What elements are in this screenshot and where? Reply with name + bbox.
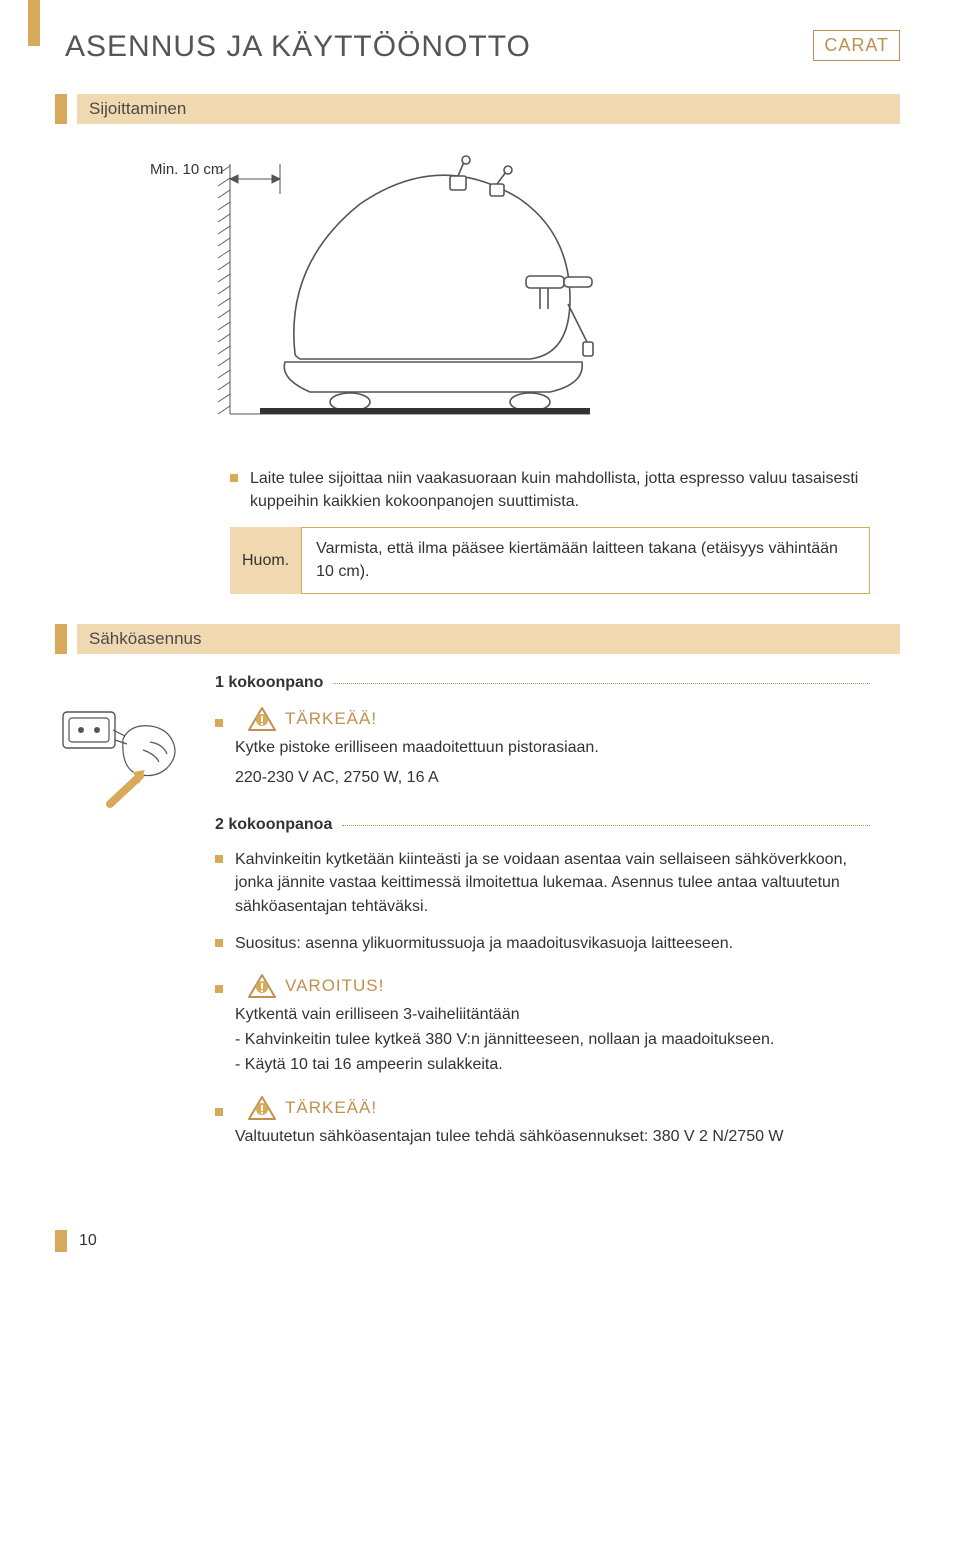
- sub1-heading: 1 kokoonpano: [215, 674, 323, 692]
- warn2-line1: Valtuutetun sähköasentajan tulee tehdä s…: [235, 1125, 870, 1150]
- bullet-icon: [215, 1108, 223, 1116]
- page-number: 10: [55, 1230, 900, 1252]
- page-header: ASENNUS JA KÄYTTÖÖNOTTO CARAT: [0, 30, 900, 64]
- warning-label: VAROITUS!: [285, 976, 384, 996]
- section-title: Sijoittaminen: [77, 94, 900, 124]
- warning-icon: [247, 973, 277, 999]
- note-row: Huom. Varmista, että ilma pääsee kiertäm…: [230, 527, 870, 594]
- dotted-line: [333, 683, 870, 684]
- warn1-line2: - Kahvinkeitin tulee kytkeä 380 V:n jänn…: [235, 1028, 870, 1053]
- sub1-line2: 220-230 V AC, 2750 W, 16 A: [235, 766, 870, 790]
- placement-diagram: Min. 10 cm: [150, 144, 900, 439]
- warning-icon: [247, 1095, 277, 1121]
- important-label: TÄRKEÄÄ!: [285, 709, 377, 729]
- sub2-bullet1: Kahvinkeitin kytketään kiinteästi ja se …: [215, 848, 870, 918]
- section-title: Sähköasennus: [77, 624, 900, 654]
- side-accent-bar: [28, 0, 40, 46]
- bullet-icon: [215, 939, 223, 947]
- sub2-bullet2: Suositus: asenna ylikuormitussuoja ja ma…: [215, 932, 870, 955]
- sub1-line1: Kytke pistoke erilliseen maadoitettuun p…: [235, 736, 870, 760]
- section-bar-sijoittaminen: Sijoittaminen: [55, 94, 900, 124]
- bullet-icon: [215, 985, 223, 993]
- note-label: Huom.: [230, 527, 301, 594]
- page-title: ASENNUS JA KÄYTTÖÖNOTTO: [65, 30, 531, 64]
- section-bar-sahkoasennus: Sähköasennus: [55, 624, 900, 654]
- bullet-icon: [230, 474, 238, 482]
- sub2-heading: 2 kokoonpanoa: [215, 816, 332, 834]
- warn1-line3: - Käytä 10 tai 16 ampeerin sulakkeita.: [235, 1053, 870, 1078]
- bullet-text: Kahvinkeitin kytketään kiinteästi ja se …: [235, 848, 870, 918]
- bar-accent: [55, 624, 67, 654]
- plug-diagram: [55, 674, 215, 829]
- note-text: Varmista, että ilma pääsee kiertämään la…: [301, 527, 870, 594]
- dotted-line: [342, 825, 870, 826]
- bullet-placement: Laite tulee sijoittaa niin vaakasuoraan …: [230, 467, 870, 513]
- warning-icon: [247, 706, 277, 732]
- important-row-1: TÄRKEÄÄ!: [215, 706, 870, 732]
- diagram-min-label: Min. 10 cm: [150, 161, 223, 178]
- sub2-heading-row: 2 kokoonpanoa: [215, 816, 870, 834]
- bullet-text: Suositus: asenna ylikuormitussuoja ja ma…: [235, 932, 733, 955]
- sub1-heading-row: 1 kokoonpano: [215, 674, 870, 692]
- page-number-accent: [55, 1230, 67, 1252]
- page-number-text: 10: [79, 1232, 97, 1250]
- important-label: TÄRKEÄÄ!: [285, 1098, 377, 1118]
- important-row-2: TÄRKEÄÄ!: [215, 1095, 870, 1121]
- warning-row: VAROITUS!: [215, 973, 870, 999]
- brand-box: CARAT: [813, 30, 900, 61]
- warn1-line1: Kytkentä vain erilliseen 3-vaiheliitäntä…: [235, 1003, 870, 1028]
- bullet-icon: [215, 719, 223, 727]
- bullet-text: Laite tulee sijoittaa niin vaakasuoraan …: [250, 467, 870, 513]
- bullet-icon: [215, 855, 223, 863]
- bar-accent: [55, 94, 67, 124]
